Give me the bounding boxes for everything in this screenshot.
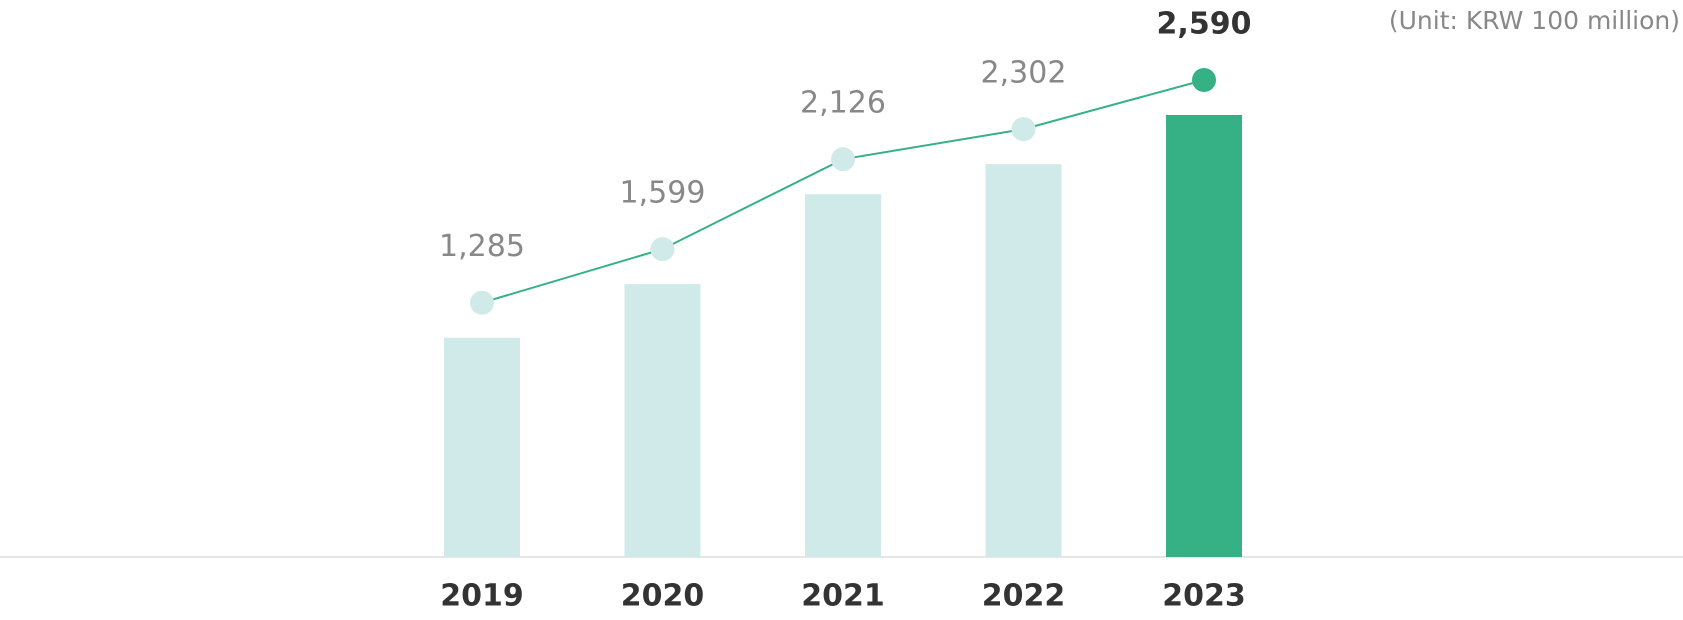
trend-point [831, 147, 855, 172]
x-tick-label: 2019 [440, 579, 524, 614]
value-label: 2,126 [800, 86, 886, 121]
x-tick-label: 2022 [982, 579, 1066, 614]
x-tick-label: 2021 [801, 579, 885, 614]
unit-note: (Unit: KRW 100 million) [1389, 6, 1680, 35]
value-label: 2,302 [981, 56, 1067, 91]
trend-point [470, 290, 494, 315]
bar [1166, 115, 1242, 557]
value-label: 2,590 [1157, 7, 1252, 42]
trend-point [1192, 68, 1216, 92]
value-label: 1,285 [439, 229, 525, 264]
bar [624, 284, 701, 557]
trend-point [1011, 117, 1036, 142]
x-tick-label: 2020 [621, 579, 705, 614]
trend-point [650, 237, 675, 262]
bar [805, 194, 881, 557]
x-tick-label: 2023 [1162, 579, 1246, 614]
bar [985, 164, 1062, 557]
bar [444, 337, 520, 557]
value-label: 1,599 [620, 176, 706, 211]
